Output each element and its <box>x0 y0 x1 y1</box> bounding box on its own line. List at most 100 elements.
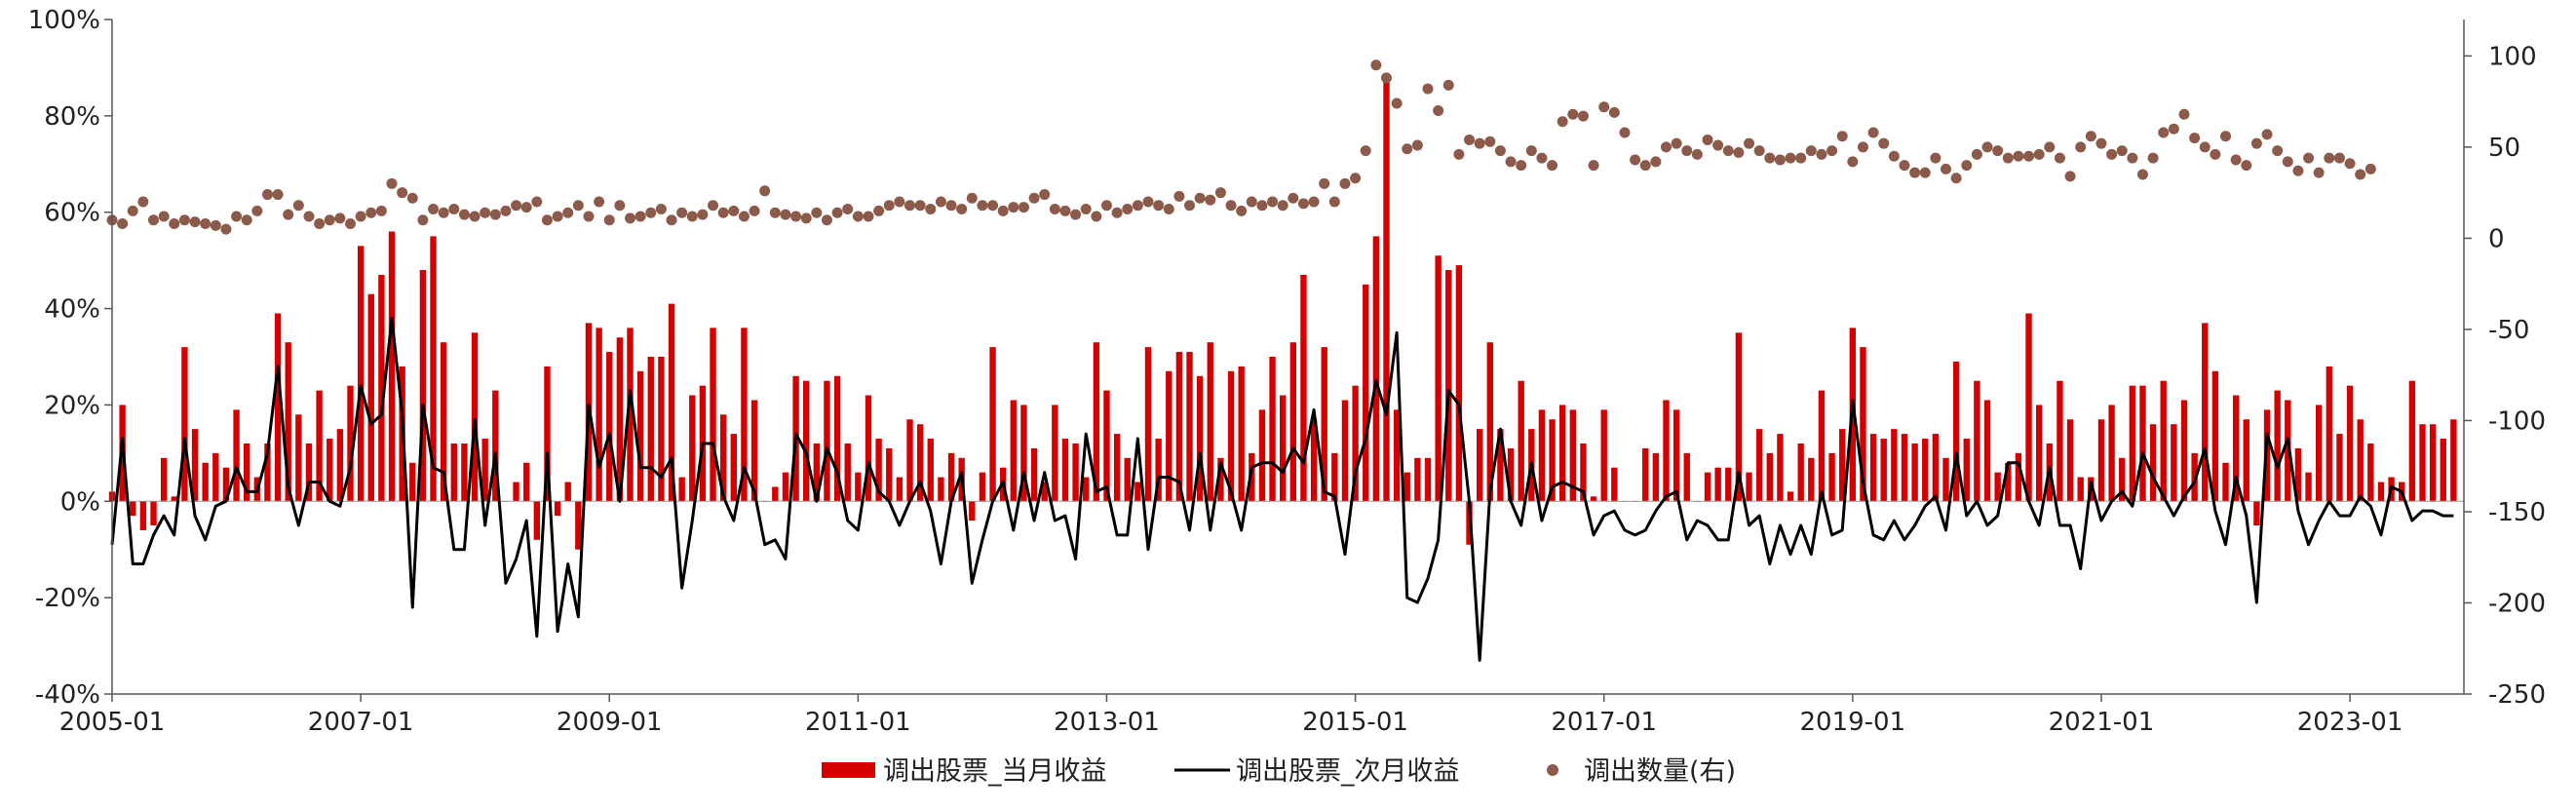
point-count <box>428 204 440 215</box>
bar-current-return <box>1289 342 1297 502</box>
point-count <box>1360 145 1371 157</box>
bar-current-return <box>2097 419 2105 502</box>
bar-current-return <box>1061 439 1069 502</box>
bar-current-return <box>1994 472 2001 502</box>
point-count <box>1722 145 1734 157</box>
bar-current-return <box>1010 400 1017 502</box>
point-count <box>210 219 221 231</box>
bar-current-return <box>2440 439 2446 502</box>
line-next-return <box>110 316 2454 662</box>
point-count <box>231 211 243 222</box>
point-count <box>1422 83 1434 95</box>
bar-current-return <box>1372 236 1380 502</box>
bar-current-return <box>979 472 986 502</box>
bar-current-return <box>2005 462 2012 502</box>
point-count <box>1619 127 1631 138</box>
point-count <box>1516 160 1527 172</box>
bar-current-return <box>1476 429 1483 502</box>
point-count <box>1805 145 1817 157</box>
point-count <box>2095 137 2107 149</box>
bar-current-return <box>1155 439 1162 502</box>
bar-current-return <box>1310 419 1318 502</box>
bar-current-return <box>1797 443 1804 502</box>
bar-current-return <box>1952 361 1960 502</box>
bar-current-return <box>596 328 602 502</box>
point-count <box>1267 196 1279 208</box>
bar-current-return <box>1766 452 1773 502</box>
point-count <box>1453 148 1465 160</box>
bar-current-return <box>1363 284 1369 502</box>
bar-current-return <box>1331 452 1338 502</box>
bar-current-return <box>1486 342 1493 502</box>
legend-swatch-bar <box>822 762 875 778</box>
point-count <box>2199 141 2211 153</box>
point-count <box>2147 152 2159 164</box>
bar-current-return <box>295 414 302 502</box>
bar-current-return <box>1249 452 1255 502</box>
point-count <box>1173 190 1185 202</box>
x-tick-label: 2011-01 <box>805 708 911 737</box>
bar-current-return <box>2149 424 2157 502</box>
bar-current-return <box>1735 332 1743 502</box>
point-count <box>1059 205 1071 216</box>
bar-current-return <box>1663 400 1670 502</box>
bar-current-return <box>896 477 904 502</box>
point-count <box>1744 137 1755 149</box>
point-count <box>2002 152 2014 164</box>
point-count <box>562 207 574 218</box>
bar-current-return <box>2357 419 2364 502</box>
bar-current-return <box>139 501 147 530</box>
point-count <box>303 211 315 222</box>
point-count <box>355 211 366 222</box>
point-count <box>500 205 512 216</box>
point-count <box>1753 145 1765 157</box>
bar-current-return <box>1030 447 1038 502</box>
bar-current-return <box>906 419 913 502</box>
point-count <box>511 200 522 212</box>
bar-current-return <box>813 443 821 502</box>
point-count <box>2365 163 2376 174</box>
bar-current-return <box>471 332 479 502</box>
point-count <box>1878 137 1890 149</box>
bar-current-return <box>636 370 644 502</box>
x-tick-label: 2019-01 <box>1800 708 1906 737</box>
bar-current-return <box>1755 429 1763 502</box>
point-count <box>1070 209 1082 220</box>
bar-current-return <box>212 452 219 502</box>
bar-current-return <box>2139 385 2146 502</box>
bar-current-return <box>533 501 541 540</box>
point-count <box>292 200 304 212</box>
point-count <box>1442 79 1454 91</box>
bar-current-return <box>1207 342 1213 502</box>
point-count <box>2303 152 2315 164</box>
bar-current-return <box>1186 352 1193 502</box>
point-count <box>1308 196 1320 208</box>
bar-current-return <box>181 347 188 502</box>
point-count <box>1328 196 1340 208</box>
point-count <box>603 214 615 226</box>
point-count <box>1277 200 1288 212</box>
point-count <box>1733 147 1745 159</box>
point-count <box>251 205 263 216</box>
bar-current-return <box>824 380 830 502</box>
bar-current-return <box>1093 342 1100 502</box>
point-count <box>1080 204 1092 215</box>
legend-label-next-return: 调出股票_次月收益 <box>1236 756 1460 787</box>
bar-current-return <box>336 429 344 502</box>
bar-current-return <box>1414 457 1421 502</box>
point-count <box>2023 150 2035 162</box>
bar-current-return <box>1818 390 1826 502</box>
point-count <box>2054 152 2065 164</box>
point-count <box>769 207 781 218</box>
point-count <box>1049 204 1060 215</box>
bar-current-return <box>1860 347 1866 502</box>
bar-current-return <box>875 439 882 502</box>
bar-current-return <box>616 337 624 502</box>
bar-current-return <box>492 390 499 502</box>
point-count <box>324 214 335 226</box>
bar-current-return <box>741 328 748 502</box>
bar-current-return <box>222 467 230 502</box>
bar-current-return <box>430 236 437 502</box>
bar-current-return <box>1258 409 1266 502</box>
bar-current-return <box>1113 434 1121 502</box>
